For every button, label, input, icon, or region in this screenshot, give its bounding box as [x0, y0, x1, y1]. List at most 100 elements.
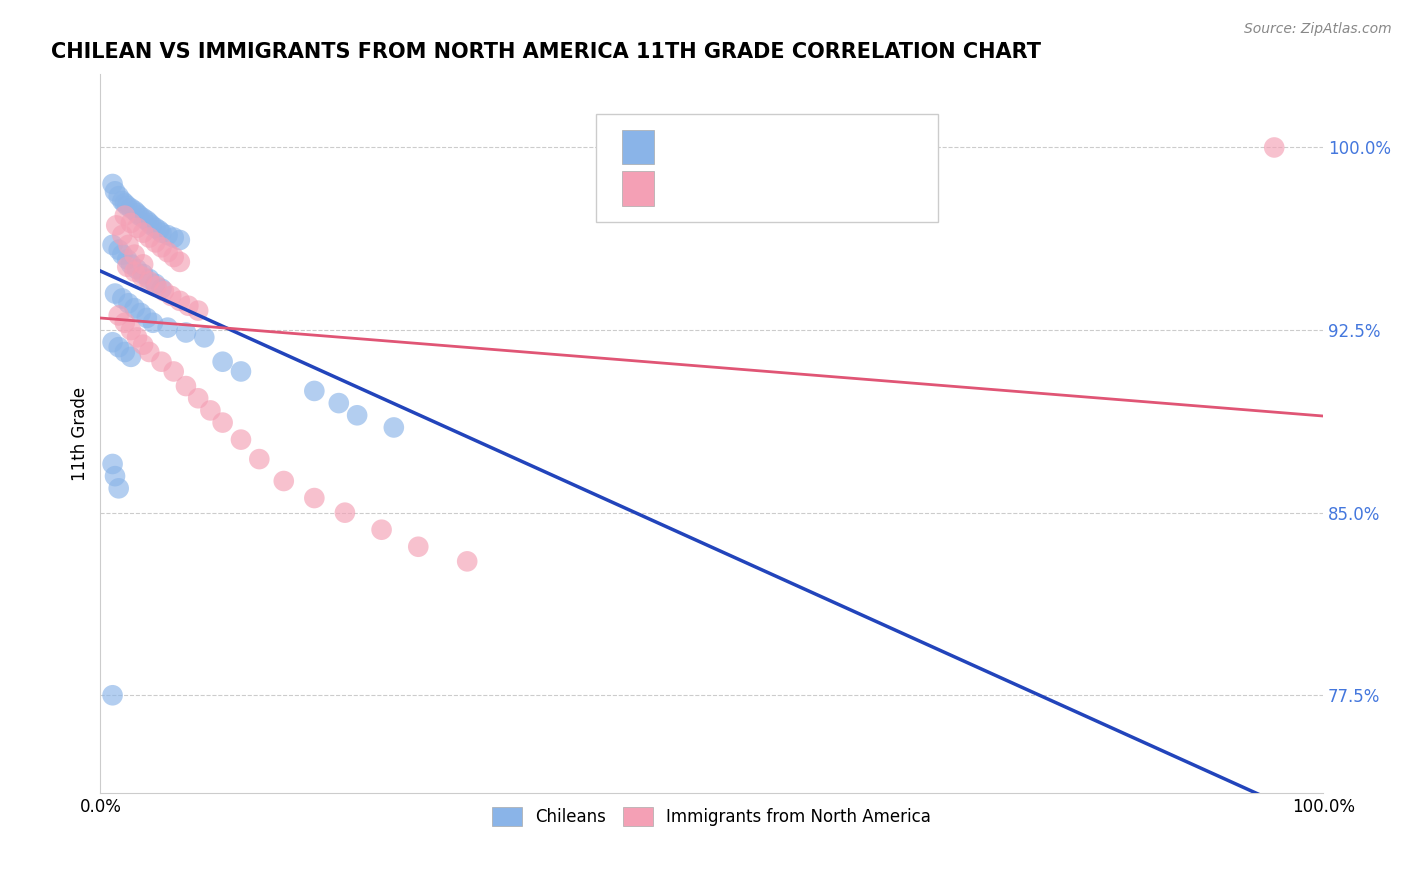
Point [135, 213, 157, 227]
Point [124, 247, 146, 261]
Point [111, 292, 134, 306]
Text: CHILEAN VS IMMIGRANTS FROM NORTH AMERICA 11TH GRADE CORRELATION CHART: CHILEAN VS IMMIGRANTS FROM NORTH AMERICA… [52, 42, 1042, 62]
Point [120, 350, 142, 364]
Point [328, 396, 350, 410]
Point [107, 189, 129, 203]
Point [193, 330, 215, 344]
Point [120, 257, 142, 271]
Point [104, 469, 127, 483]
Point [125, 330, 148, 344]
Point [132, 337, 155, 351]
Point [150, 226, 173, 240]
Point [211, 416, 233, 430]
Point [107, 309, 129, 323]
Point [200, 403, 222, 417]
Point [150, 355, 173, 369]
Point [169, 293, 191, 308]
FancyBboxPatch shape [596, 114, 938, 222]
Point [150, 240, 173, 254]
Point [101, 177, 124, 191]
Point [111, 194, 134, 208]
Point [125, 220, 148, 235]
Point [145, 277, 167, 291]
Point [101, 457, 124, 471]
Point [163, 230, 186, 244]
Point [174, 326, 197, 340]
Point [142, 316, 165, 330]
Point [107, 481, 129, 495]
Point [138, 216, 160, 230]
Point [304, 491, 326, 505]
Point [156, 320, 179, 334]
Point [120, 323, 142, 337]
Point [129, 306, 152, 320]
Point [346, 409, 368, 423]
Point [169, 233, 191, 247]
Point [117, 252, 139, 267]
Point [132, 257, 155, 271]
Text: R = 0.183   N = 46: R = 0.183 N = 46 [669, 178, 846, 198]
Point [101, 688, 124, 702]
Point [107, 340, 129, 354]
Point [333, 506, 356, 520]
Point [101, 237, 124, 252]
Text: R = 0.329   N = 54: R = 0.329 N = 54 [669, 137, 846, 157]
Point [370, 523, 392, 537]
Point [124, 203, 146, 218]
Point [160, 289, 183, 303]
Point [138, 230, 160, 244]
Point [138, 345, 160, 359]
Point [229, 364, 252, 378]
Point [169, 255, 191, 269]
Point [211, 355, 233, 369]
Point [138, 272, 160, 286]
Point [104, 286, 127, 301]
Point [107, 243, 129, 257]
Point [163, 250, 186, 264]
Legend: Chileans, Immigrants from North America: Chileans, Immigrants from North America [484, 798, 939, 835]
Point [114, 209, 136, 223]
Point [117, 237, 139, 252]
Point [174, 379, 197, 393]
Point [163, 364, 186, 378]
Point [153, 284, 176, 298]
Text: Source: ZipAtlas.com: Source: ZipAtlas.com [1244, 22, 1392, 37]
Point [114, 345, 136, 359]
Point [124, 265, 146, 279]
Point [382, 420, 405, 434]
Point [145, 220, 167, 235]
Point [132, 226, 155, 240]
Point [104, 184, 127, 198]
Bar [623, 130, 654, 164]
Point [304, 384, 326, 398]
Point [156, 245, 179, 260]
Point [141, 219, 163, 233]
Point [150, 282, 173, 296]
Point [145, 235, 167, 250]
Point [111, 247, 134, 261]
Point [117, 296, 139, 310]
Point [125, 206, 148, 220]
Point [120, 216, 142, 230]
Point [131, 269, 153, 284]
Y-axis label: 11th Grade: 11th Grade [72, 386, 89, 481]
Point [187, 303, 209, 318]
Point [128, 209, 150, 223]
Point [117, 260, 139, 274]
Point [1263, 140, 1285, 154]
Point [114, 316, 136, 330]
Point [105, 219, 128, 233]
Point [156, 228, 179, 243]
Point [247, 452, 270, 467]
Point [187, 391, 209, 405]
Point [111, 228, 134, 243]
Point [132, 211, 155, 225]
Point [406, 540, 429, 554]
Bar [623, 171, 654, 205]
Point [132, 267, 155, 281]
Point [229, 433, 252, 447]
Point [124, 301, 146, 315]
Point [273, 474, 295, 488]
Point [177, 299, 200, 313]
Point [120, 202, 142, 216]
